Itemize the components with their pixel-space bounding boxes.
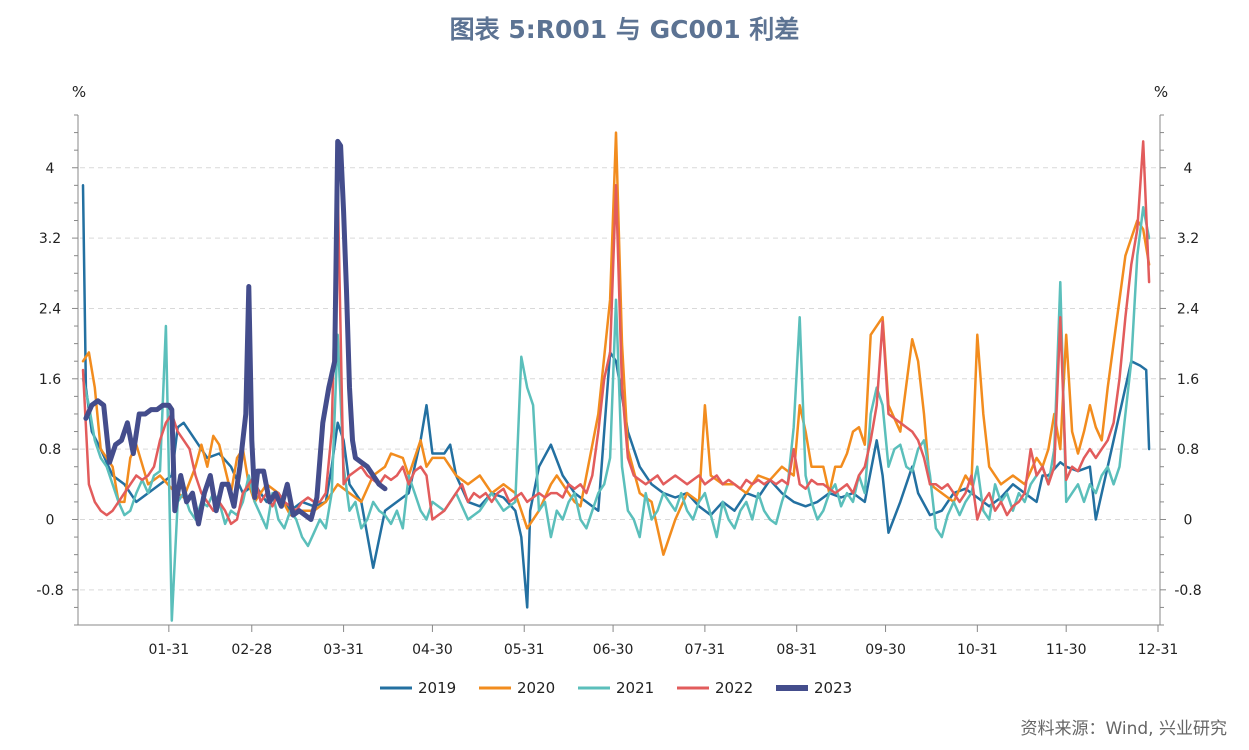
y-tick-label-left: 1.6 xyxy=(39,372,61,388)
y-tick-label-right: -0.8 xyxy=(1174,583,1201,599)
y-tick-label-right: 4 xyxy=(1184,161,1193,177)
y-tick-label-left: 2.4 xyxy=(39,301,61,317)
axes: % % xyxy=(72,83,1168,626)
x-tick-label: 11-30 xyxy=(1046,642,1087,658)
series-line-2021 xyxy=(81,206,1151,622)
x-tick-label: 03-31 xyxy=(323,642,364,658)
y-tick-label-right: 0 xyxy=(1184,512,1193,528)
legend: 2019 2020 2021 2022 2023 xyxy=(380,679,852,697)
x-tick-label: 05-31 xyxy=(504,642,545,658)
series-line-2022 xyxy=(81,140,1151,526)
y-tick-label-left: 0 xyxy=(46,512,55,528)
x-tick-label: 10-31 xyxy=(957,642,998,658)
legend-label-2022: 2022 xyxy=(715,679,753,697)
x-tick-label: 02-28 xyxy=(231,642,272,658)
y-tick-label-right: 1.6 xyxy=(1177,372,1199,388)
legend-label-2023: 2023 xyxy=(814,679,852,697)
x-tick-label: 12-31 xyxy=(1138,642,1179,658)
x-tick-label: 01-31 xyxy=(149,642,190,658)
series-line-2020 xyxy=(81,131,1151,556)
y-tick-label-left: -0.8 xyxy=(36,583,63,599)
series-line-2019 xyxy=(81,184,1151,609)
y-tick-label-left: 3.2 xyxy=(39,231,61,247)
x-tick-label: 07-31 xyxy=(685,642,726,658)
series-lines xyxy=(81,131,1151,622)
chart-title: 图表 5:R001 与 GC001 利差 xyxy=(449,15,800,44)
x-tick-label: 08-31 xyxy=(776,642,817,658)
legend-label-2021: 2021 xyxy=(616,679,654,697)
legend-label-2019: 2019 xyxy=(418,679,456,697)
series-line-2023 xyxy=(83,138,388,527)
tick-marks: -0.8 -0.8 0 0 0.8 0.8 1.6 1.6 2.4 2.4 3.2 3.2 4 4 01-3… xyxy=(36,114,1202,658)
y-tick-label-left: 4 xyxy=(46,161,55,177)
left-axis-unit: % xyxy=(72,83,86,101)
x-tick-label: 06-30 xyxy=(593,642,634,658)
y-tick-label-right: 3.2 xyxy=(1177,231,1199,247)
x-tick-label: 04-30 xyxy=(412,642,453,658)
chart-svg: % % -0.8 -0.8 0 0 0.8 0.8 1.6 1.6 2.4 2.4 3.2 3.2 4 4… xyxy=(36,83,1202,697)
source-note: 资料来源：Wind, 兴业研究 xyxy=(1020,719,1227,739)
y-tick-label-right: 0.8 xyxy=(1177,442,1199,458)
legend-label-2020: 2020 xyxy=(517,679,555,697)
right-axis-unit: % xyxy=(1154,83,1168,101)
x-tick-label: 09-30 xyxy=(865,642,906,658)
y-tick-label-left: 0.8 xyxy=(39,442,61,458)
y-tick-label-right: 2.4 xyxy=(1177,301,1199,317)
